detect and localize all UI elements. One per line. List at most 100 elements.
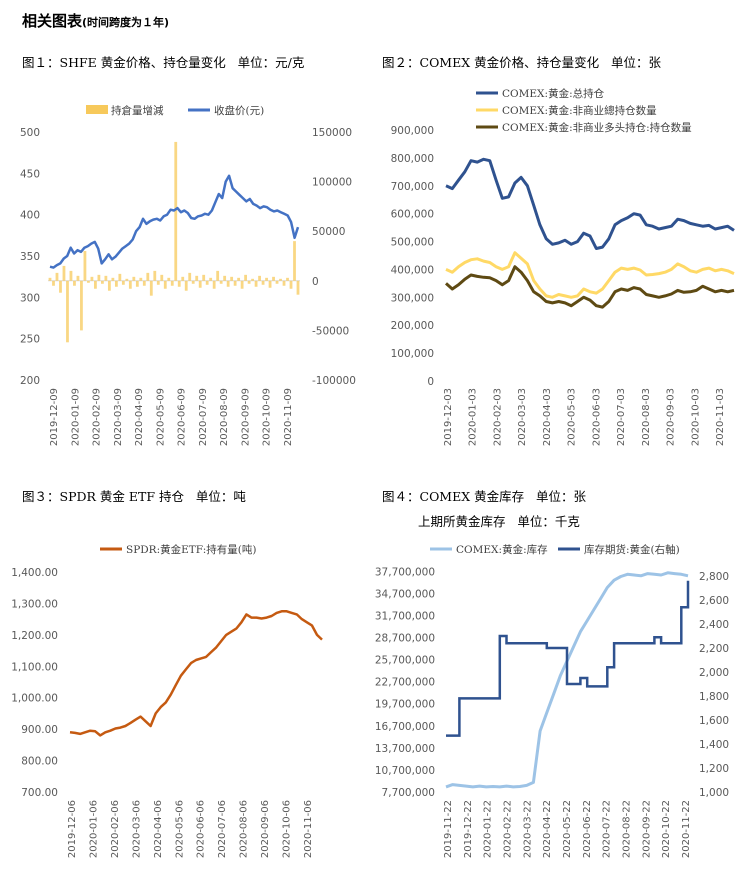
fig3-y-tick-3: 1,100.00 (11, 661, 58, 673)
fig3-x-tick-4: 2020-04-06 (153, 800, 164, 858)
fig2-legend-0-label: COMEX:黄金:总持仓 (502, 87, 605, 100)
fig1-bar-12 (90, 276, 94, 281)
fig2-x-tick-8: 2020-08-03 (641, 388, 652, 446)
fig4-x-tick-6: 2020-05-22 (562, 800, 573, 858)
fig4-y-right-tick-2: 2,400 (699, 619, 729, 631)
fig3-y-tick-7: 700.00 (21, 787, 58, 799)
fig1-bar-3 (59, 280, 62, 293)
fig1-bar-60 (258, 275, 261, 281)
fig4-x-tick-2: 2020-01-22 (483, 800, 494, 858)
fig3-y-tick-2: 1,200.00 (11, 630, 58, 642)
fig1-x-tick-11: 2020-11-09 (283, 388, 294, 446)
fig1-bar-51 (226, 280, 230, 287)
fig4-y-left-tick-3: 28,700,000 (375, 633, 435, 645)
fig4-y-left-tick-2: 31,700,000 (375, 610, 435, 622)
fig3-x-tick-9: 2020-09-06 (260, 800, 271, 858)
fig1-y-left-tick-6: 200 (20, 375, 40, 387)
fig1-bar-39 (184, 280, 188, 291)
fig3-y-tick-5: 900.00 (21, 724, 58, 736)
fig1-bar-1 (52, 280, 55, 286)
fig3-y-tick-1: 1,300.00 (11, 598, 58, 610)
fig1-x-tick-3: 2020-03-09 (113, 388, 124, 446)
fig1-y-right-tick-3: 0 (312, 276, 319, 288)
fig4-x-tick-12: 2020-11-22 (681, 800, 692, 858)
fig2-x-tick-11: 2020-11-03 (715, 388, 726, 446)
fig1-bar-34 (167, 277, 171, 281)
fig2-x-tick-0: 2019-12-03 (443, 388, 454, 446)
heading-main: 相关图表 (22, 12, 83, 30)
fig3-x-tick-6: 2020-06-06 (196, 800, 207, 858)
fig2-x-tick-3: 2020-03-03 (517, 388, 528, 446)
fig2-x-tick-7: 2020-07-03 (616, 388, 627, 446)
fig3-y-tick-0: 1,400.00 (11, 567, 58, 579)
fig2-line-2 (445, 265, 735, 309)
fig1-x-tick-5: 2020-05-09 (155, 388, 166, 446)
fig2-line-0 (445, 157, 735, 250)
fig2-line-1 (445, 251, 735, 299)
fig1-bar-4 (62, 265, 66, 281)
fig3-x-tick-5: 2020-05-06 (174, 800, 185, 858)
fig4-y-right-tick-1: 2,600 (699, 595, 729, 607)
fig1-bar-26 (139, 277, 143, 281)
fig1-y-right-tick-0: 150000 (312, 127, 352, 139)
fig1-line-close-price (49, 174, 300, 269)
fig4-y-left-tick-7: 16,700,000 (375, 721, 435, 733)
fig1-bar-16 (104, 275, 108, 281)
fig1-y-left-tick-5: 250 (20, 334, 40, 346)
fig4-y-left-tick-8: 13,700,000 (375, 743, 435, 755)
fig4-x-tick-0: 2019-11-22 (443, 800, 454, 858)
fig1-bar-59 (254, 280, 258, 287)
fig1-bar-65 (275, 280, 279, 284)
fig3-x-tick-10: 2020-10-06 (282, 800, 293, 858)
fig1-x-tick-7: 2020-07-09 (198, 388, 209, 446)
fig1-bar-44 (202, 274, 206, 281)
fig2-y-tick-3: 600,000 (391, 209, 434, 221)
fig1-bar-69 (289, 280, 293, 289)
fig1-bar-32 (160, 274, 164, 281)
fig1-bar-71 (296, 280, 300, 295)
fig4-y-left-tick-1: 34,700,000 (375, 588, 435, 600)
fig2-y-tick-5: 400,000 (391, 264, 434, 276)
fig3-x-tick-3: 2020-03-06 (131, 800, 142, 858)
fig1-bar-8 (76, 275, 80, 281)
fig1-bar-38 (181, 276, 185, 281)
fig2-y-tick-4: 500,000 (391, 237, 434, 249)
fig4-y-left-tick-9: 10,700,000 (375, 765, 435, 777)
fig1-y-right-tick-1: 100000 (312, 177, 352, 189)
fig1-bar-10 (83, 251, 87, 281)
fig1-bar-54 (237, 277, 241, 281)
fig1-x-tick-2: 2020-02-09 (92, 388, 103, 446)
fig3-y-tick-6: 800.00 (21, 756, 58, 768)
fig1-bar-57 (247, 280, 251, 284)
fig1-bar-17 (107, 280, 111, 291)
fig2-x-tick-1: 2020-01-03 (468, 388, 479, 446)
fig3-x-tick-7: 2020-07-06 (217, 800, 228, 858)
fig1-bar-41 (191, 280, 195, 284)
fig4-y-left-tick-0: 37,700,000 (375, 566, 435, 578)
fig1-bar-58 (251, 278, 254, 281)
fig4-y-left-tick-4: 25,700,000 (375, 655, 435, 667)
fig4-legend-1-label: 库存期货:黄金(右軸) (584, 543, 680, 556)
fig3-title: 图３：SPDR 黄金 ETF 持仓 单位：吨 (22, 489, 246, 504)
fig1-bar-28 (146, 272, 150, 281)
fig1-title: 图１：SHFE 黄金价格、持仓量变化 单位：元/克 (22, 55, 305, 70)
fig2-y-tick-9: 0 (427, 376, 434, 388)
fig1-bar-25 (135, 280, 139, 287)
fig1-bar-48 (216, 270, 220, 281)
fig1-bar-2 (55, 272, 59, 281)
fig1-x-tick-4: 2020-04-09 (134, 388, 145, 446)
fig4-x-tick-10: 2020-09-22 (641, 800, 652, 858)
fig4-x-tick-5: 2020-04-22 (542, 800, 553, 858)
fig4-title: 图４：COMEX 黄金库存 单位：张 (382, 489, 587, 504)
fig1-x-tick-1: 2020-01-09 (70, 388, 81, 446)
fig3-x-tick-2: 2020-02-06 (110, 800, 121, 858)
fig4-y-right-tick-9: 1,000 (699, 787, 729, 799)
fig1-y-right-tick-4: -50000 (312, 325, 349, 337)
fig1-bar-45 (205, 280, 209, 285)
fig1-bar-31 (156, 280, 160, 285)
fig1-bar-67 (282, 280, 286, 286)
fig1-bar-52 (230, 276, 234, 281)
fig1-x-tick-0: 2019-12-09 (49, 388, 60, 446)
fig1-legend-line-label: 收盘价(元) (214, 104, 264, 117)
